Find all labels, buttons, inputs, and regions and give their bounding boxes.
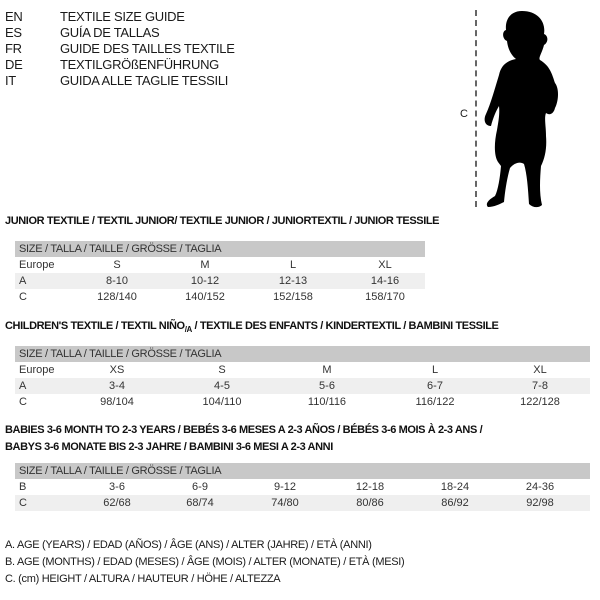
table-cell: 24-36: [525, 481, 555, 493]
children-size-table: SIZE / TALLA / TAILLE / GRÖSSE / TAGLIA …: [15, 346, 590, 410]
table-cell: XS: [109, 364, 125, 376]
measure-label: C: [460, 108, 468, 120]
table-cell: 140/152: [185, 291, 225, 303]
table-cell: L: [431, 364, 439, 376]
table-cell: 86/92: [441, 497, 469, 509]
table-cell: 80/86: [356, 497, 384, 509]
table-cell: 4-5: [214, 380, 230, 392]
table-cell: 152/158: [273, 291, 313, 303]
table-cell: S: [218, 364, 226, 376]
table-cell: M: [200, 259, 210, 271]
table-row: C 128/140 140/152 152/158 158/170: [15, 289, 425, 305]
table-cell: 68/74: [186, 497, 214, 509]
language-code: FR: [5, 41, 22, 56]
size-header: SIZE / TALLA / TAILLE / GRÖSSE / TAGLIA: [15, 346, 590, 362]
title-part: / TEXTILE DES ENFANTS / KINDERTEXTIL / B…: [191, 320, 499, 332]
table-cell: 10-12: [190, 275, 220, 287]
language-title: GUÍA DE TALLAS: [60, 25, 160, 40]
table-cell: 128/140: [97, 291, 137, 303]
row-label: C: [19, 291, 27, 303]
language-code: IT: [5, 73, 16, 88]
language-title: TEXTILGRÖßENFÜHRUNG: [60, 57, 219, 72]
title-subscript: /A: [184, 325, 193, 335]
table-cell: 158/170: [365, 291, 405, 303]
table-cell: 6-7: [427, 380, 443, 392]
language-title: GUIDE DES TAILLES TEXTILE: [60, 41, 235, 56]
table-cell: 14-16: [370, 275, 400, 287]
junior-size-table: SIZE / TALLA / TAILLE / GRÖSSE / TAGLIA …: [15, 241, 425, 305]
table-cell: 98/104: [100, 396, 134, 408]
babies-section-title-line1: BABIES 3-6 MONTH TO 2-3 YEARS / BEBÉS 3-…: [5, 424, 483, 436]
toddler-silhouette-icon: [484, 11, 558, 208]
junior-section-title: JUNIOR TEXTILE / TEXTIL JUNIOR/ TEXTILE …: [5, 215, 440, 227]
language-title: GUIDA ALLE TAGLIE TESSILI: [60, 73, 229, 88]
height-measure-line: [475, 10, 477, 207]
legend-c: C. (cm) HEIGHT / ALTURA / HAUTEUR / HÖHE…: [5, 573, 281, 585]
row-label: C: [19, 497, 27, 509]
table-cell: 122/128: [520, 396, 560, 408]
row-label: A: [19, 380, 27, 392]
table-cell: 104/110: [202, 396, 242, 408]
table-cell: 8-10: [105, 275, 129, 287]
table-cell: 12-18: [355, 481, 385, 493]
language-code: ES: [5, 25, 22, 40]
table-cell: 74/80: [271, 497, 299, 509]
row-label: C: [19, 396, 27, 408]
row-label: Europe: [19, 259, 55, 271]
legend-a: A. AGE (YEARS) / EDAD (AÑOS) / ÂGE (ANS)…: [5, 539, 372, 551]
table-row: A 3-4 4-5 5-6 6-7 7-8: [15, 378, 590, 394]
height-figure: C: [440, 0, 600, 215]
table-row: Europe XS S M L XL: [15, 362, 590, 378]
size-header: SIZE / TALLA / TAILLE / GRÖSSE / TAGLIA: [15, 241, 425, 257]
table-cell: 3-6: [109, 481, 125, 493]
table-cell: 18-24: [440, 481, 470, 493]
table-cell: 3-4: [109, 380, 125, 392]
language-code: DE: [5, 57, 23, 72]
table-cell: 62/68: [103, 497, 131, 509]
children-section-title: CHILDREN'S TEXTILE / TEXTIL NIÑO/A / TEX…: [5, 320, 499, 334]
table-cell: XL: [533, 364, 547, 376]
babies-size-table: SIZE / TALLA / TAILLE / GRÖSSE / TAGLIA …: [15, 463, 590, 511]
table-cell: 110/116: [307, 396, 347, 408]
row-label: Europe: [19, 364, 55, 376]
table-row: Europe S M L XL: [15, 257, 425, 273]
table-row: C 98/104 104/110 110/116 116/122 122/128: [15, 394, 590, 410]
table-cell: XL: [378, 259, 392, 271]
table-row: C 62/68 68/74 74/80 80/86 86/92 92/98: [15, 495, 590, 511]
table-cell: M: [322, 364, 332, 376]
table-cell: 12-13: [278, 275, 308, 287]
table-cell: 7-8: [532, 380, 548, 392]
title-part: CHILDREN'S TEXTILE / TEXTIL NIÑO: [5, 320, 185, 332]
babies-section-title-line2: BABYS 3-6 MONATE BIS 2-3 JAHRE / BAMBINI…: [5, 441, 333, 453]
table-cell: 92/98: [526, 497, 554, 509]
table-cell: S: [113, 259, 121, 271]
table-cell: 6-9: [192, 481, 208, 493]
row-label: B: [19, 481, 27, 493]
table-cell: 9-12: [273, 481, 297, 493]
legend-b: B. AGE (MONTHS) / EDAD (MESES) / ÂGE (MO…: [5, 556, 405, 568]
table-cell: L: [289, 259, 297, 271]
language-code: EN: [5, 9, 23, 24]
table-row: B 3-6 6-9 9-12 12-18 18-24 24-36: [15, 479, 590, 495]
table-cell: 116/122: [415, 396, 455, 408]
language-title: TEXTILE SIZE GUIDE: [60, 9, 185, 24]
table-row: A 8-10 10-12 12-13 14-16: [15, 273, 425, 289]
row-label: A: [19, 275, 27, 287]
table-cell: 5-6: [319, 380, 335, 392]
size-header: SIZE / TALLA / TAILLE / GRÖSSE / TAGLIA: [15, 463, 590, 479]
